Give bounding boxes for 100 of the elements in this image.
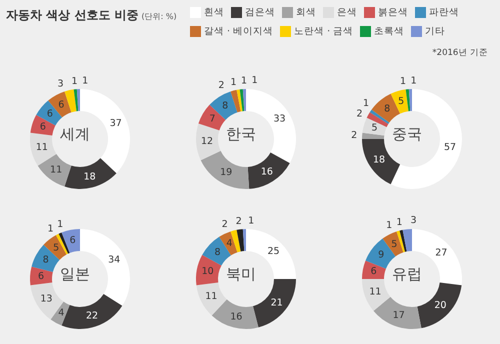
- legend-label: 초록색: [373, 24, 404, 38]
- donut-slice: [30, 282, 64, 320]
- text: 일본: [60, 265, 90, 283]
- data-label: 13: [40, 293, 52, 304]
- text: 세계: [60, 125, 90, 143]
- data-label: 1: [57, 218, 64, 230]
- data-label: 1: [230, 76, 236, 88]
- data-label: 1: [48, 223, 54, 234]
- donut-slice: [62, 229, 80, 253]
- donut-slice: [362, 279, 390, 311]
- data-label: 2: [236, 216, 242, 227]
- data-label: 11: [369, 286, 382, 298]
- data-label: 10: [202, 266, 214, 278]
- donut-slice: [373, 296, 422, 329]
- donut-slice: [196, 282, 227, 316]
- data-label: 1: [410, 75, 417, 86]
- data-label: 2: [351, 130, 358, 141]
- data-label: 3: [410, 215, 417, 226]
- data-label: 1: [400, 76, 406, 88]
- donut-slice: [417, 282, 462, 328]
- donut-slice: [200, 150, 250, 189]
- donut-slice: [64, 158, 116, 189]
- text: 북미: [226, 265, 256, 283]
- text: 자동차 색상 선호도 비중: [6, 8, 139, 22]
- donut-slice: [242, 89, 246, 112]
- donut-slice: [408, 89, 412, 112]
- donut-slice: [362, 118, 387, 136]
- data-label: 25: [268, 246, 280, 257]
- data-label: 6: [40, 121, 46, 132]
- data-label: 18: [84, 171, 96, 182]
- data-label: 19: [220, 167, 232, 178]
- donut-slice: [38, 154, 72, 187]
- donut-slice: [30, 132, 56, 166]
- donut-slice: [390, 89, 408, 114]
- donut-slice: [362, 260, 386, 279]
- donut-slice: [236, 229, 244, 252]
- data-label: 4: [58, 308, 64, 319]
- data-label: 16: [260, 166, 273, 178]
- data-label: 9: [378, 250, 384, 261]
- data-label: 34: [108, 254, 120, 266]
- data-label: 6: [38, 271, 44, 282]
- data-label: 5: [398, 96, 404, 108]
- legend-label: 흰색: [203, 6, 224, 20]
- donut-slice: [396, 230, 406, 252]
- legend-label: 은색: [336, 6, 357, 20]
- legend-label: 붉은색: [377, 6, 408, 20]
- donut-slice: [406, 89, 410, 112]
- text: 중국: [392, 125, 422, 143]
- donut-slice: [236, 89, 242, 112]
- data-label: 8: [384, 103, 390, 114]
- text: 유럽: [392, 265, 422, 283]
- donut-slice: [400, 230, 407, 252]
- data-label: 37: [110, 118, 122, 130]
- data-label: 11: [205, 291, 218, 302]
- data-label: 8: [214, 246, 221, 258]
- donut-slice: [219, 231, 238, 256]
- data-label: 5: [391, 238, 398, 250]
- donut-slice: [202, 236, 231, 266]
- data-label: 6: [46, 108, 53, 120]
- text: (단위: %): [142, 12, 177, 21]
- data-label: 1: [396, 216, 402, 228]
- donut-slice: [390, 89, 462, 189]
- data-label: 7: [209, 114, 216, 125]
- data-label: 6: [58, 99, 64, 110]
- data-label: 11: [50, 164, 62, 176]
- donut-slice: [230, 90, 241, 112]
- donut-slice: [212, 299, 258, 329]
- donut-slice: [210, 91, 238, 120]
- data-label: 1: [248, 215, 254, 226]
- data-label: 11: [36, 142, 48, 154]
- data-label: 5: [372, 122, 378, 134]
- text: 한국: [226, 125, 256, 143]
- data-label: 17: [392, 310, 405, 322]
- donut-slice: [372, 94, 400, 123]
- legend-label: 파란색: [428, 6, 459, 20]
- donut-slice: [58, 232, 70, 254]
- data-label: 2: [218, 80, 224, 91]
- data-label: 21: [270, 297, 283, 308]
- data-label: 8: [42, 254, 49, 266]
- data-label: 1: [241, 75, 248, 86]
- donut-slice: [74, 89, 78, 112]
- donut-slice: [240, 89, 244, 112]
- donut-slice: [196, 124, 221, 160]
- donut-slice: [382, 231, 404, 256]
- data-label: 6: [70, 235, 76, 246]
- data-label: 2: [356, 108, 363, 120]
- data-label: 1: [362, 98, 370, 110]
- data-label: 1: [252, 75, 258, 86]
- donut-slice: [76, 89, 80, 112]
- donut-slice: [64, 89, 76, 112]
- data-label: 20: [434, 300, 446, 312]
- donut-slice: [252, 279, 296, 328]
- legend-label: 노란색 · 금색: [293, 24, 354, 38]
- data-label: 1: [82, 75, 88, 86]
- legend-label: 검은색: [244, 6, 275, 20]
- donut-slice: [30, 266, 53, 286]
- donut-slice: [56, 234, 68, 254]
- donut-slice: [230, 230, 241, 252]
- data-label: 18: [373, 154, 386, 166]
- donut-slice: [248, 152, 290, 189]
